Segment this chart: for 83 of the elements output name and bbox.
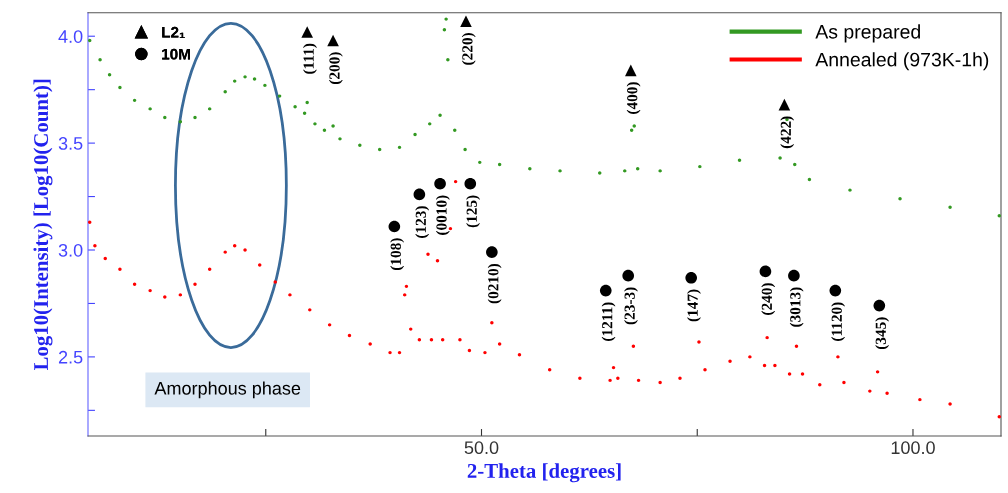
point (778, 156, 782, 160)
point (207, 107, 212, 111)
annotation: (0010) (435, 195, 450, 235)
x-tick-label: 50.0 (464, 441, 499, 455)
y-tick-label: 2.5 (58, 350, 83, 364)
point (338, 137, 342, 141)
annotation: (0210) (487, 263, 502, 304)
point (263, 83, 267, 88)
point (233, 79, 237, 83)
annotation: (125) (466, 195, 480, 228)
point (737, 158, 742, 162)
point (132, 98, 137, 103)
point (88, 38, 92, 43)
annotation: (345) (875, 317, 890, 350)
point (460, 15, 472, 28)
point (305, 100, 309, 105)
annotation: (23-3) (624, 287, 638, 325)
annotation: (111) (303, 43, 317, 74)
point (163, 115, 167, 120)
annotation: Amorphous phase (154, 381, 301, 399)
point (948, 205, 952, 209)
point (438, 113, 442, 118)
point (848, 188, 852, 192)
point (598, 171, 602, 175)
annotation: (3013) (789, 287, 804, 327)
point (759, 265, 772, 278)
point (778, 98, 791, 111)
point (301, 26, 313, 38)
annotation: (1211) (601, 302, 616, 341)
point (873, 299, 886, 312)
point (629, 128, 634, 132)
point (313, 122, 317, 126)
point (397, 145, 402, 150)
point (829, 284, 842, 297)
point (178, 120, 183, 124)
annotation: (147) (687, 289, 701, 322)
annotation: (200) (328, 52, 343, 85)
point (698, 164, 702, 169)
point (428, 122, 432, 126)
point (434, 177, 446, 190)
annotation: (400) (626, 82, 641, 114)
point (623, 169, 627, 173)
point (377, 147, 382, 152)
point (464, 177, 477, 190)
point (98, 58, 102, 62)
point (444, 17, 448, 21)
point (793, 162, 797, 167)
point (486, 246, 498, 258)
legend-label: Annealed (973K-1h) (815, 52, 989, 71)
annotation: (1120) (831, 302, 846, 341)
annotation: (108) (390, 238, 405, 271)
point (497, 162, 502, 167)
annotation: (220) (461, 33, 476, 65)
point (622, 269, 635, 282)
point (331, 124, 335, 128)
x-axis-title: 2-Theta [degrees] (467, 463, 621, 483)
point (658, 169, 662, 173)
annotation: (422) (780, 116, 795, 149)
point (322, 128, 327, 132)
point (388, 220, 401, 233)
point (632, 124, 636, 128)
point (807, 177, 812, 182)
legend-label: 10M (162, 48, 190, 60)
y-tick-label: 4.0 (58, 30, 83, 43)
x-tick-label: 100.0 (891, 441, 935, 455)
point (293, 105, 297, 109)
point (788, 269, 800, 282)
y-tick-label: 3.0 (58, 243, 83, 257)
annotation: (240) (761, 283, 776, 315)
legend-label: L2₁ (162, 26, 185, 38)
point (148, 107, 152, 111)
point (107, 73, 112, 77)
y-axis-title: Log10(Intensity) [Log10(Count)] (33, 79, 53, 371)
point (302, 111, 307, 115)
point (624, 64, 637, 77)
point (243, 75, 247, 79)
point (413, 188, 426, 201)
legend-label: As prepared (815, 24, 920, 43)
y-tick-label: 3.5 (58, 137, 83, 150)
annotation: (123) (415, 206, 430, 238)
point (599, 284, 612, 297)
point (558, 169, 562, 173)
point (685, 271, 698, 284)
